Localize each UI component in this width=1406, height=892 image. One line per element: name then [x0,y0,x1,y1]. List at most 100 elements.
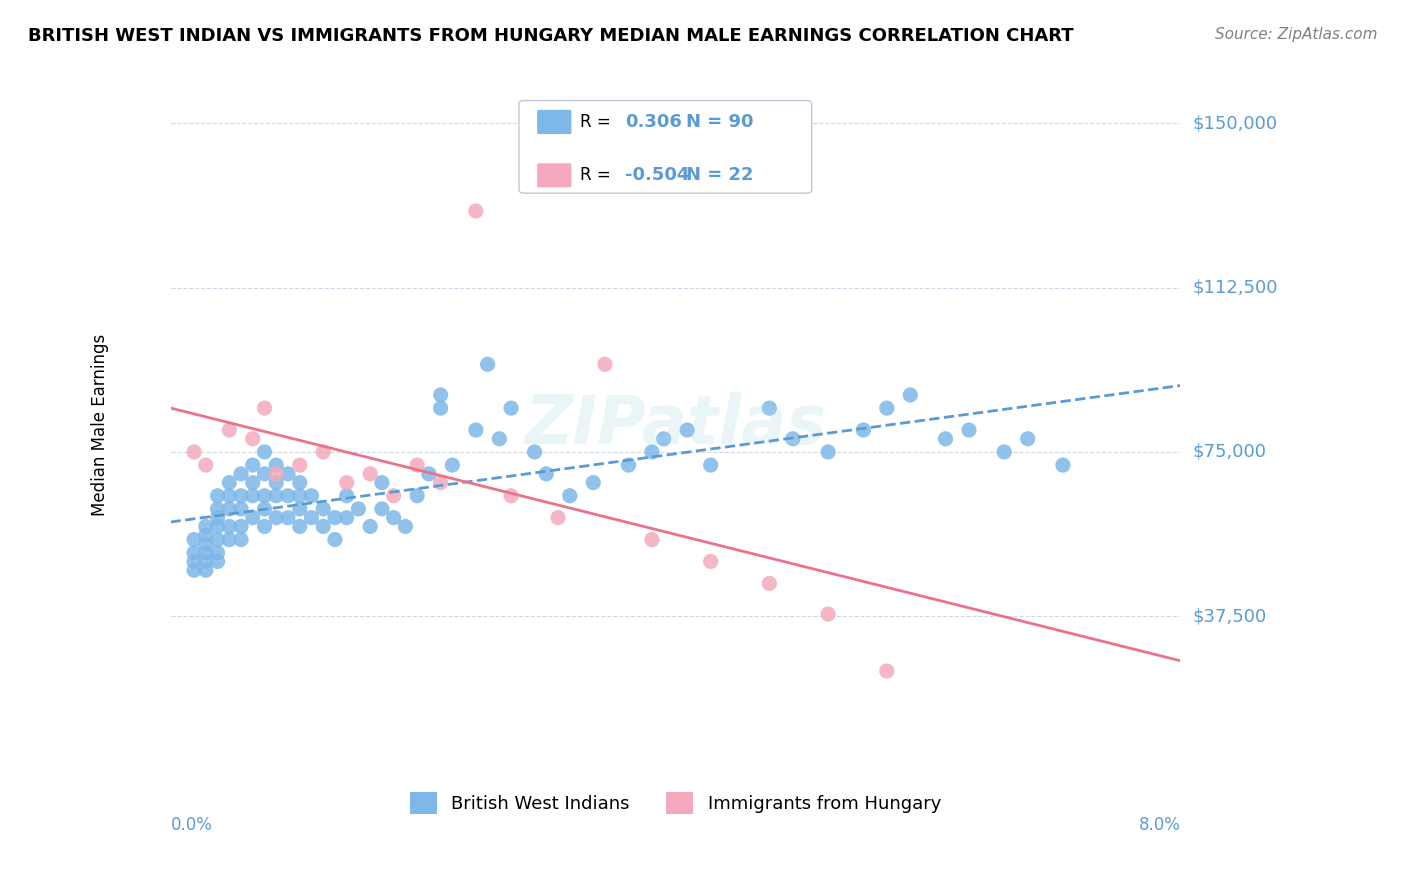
Point [288,502,311,516]
Text: R =: R = [579,113,610,131]
Point [406,458,429,472]
Point [464,203,486,218]
Point [641,533,664,547]
Point [277,510,299,524]
Point [264,467,287,481]
Point [194,563,217,577]
Point [347,502,370,516]
Point [183,533,205,547]
Point [253,401,276,416]
Point [336,489,359,503]
Text: 8.0%: 8.0% [1139,815,1181,834]
Point [371,502,394,516]
Text: $112,500: $112,500 [1192,278,1278,297]
Text: Source: ZipAtlas.com: Source: ZipAtlas.com [1215,27,1378,42]
Point [934,432,956,446]
Point [183,445,205,459]
Text: N = 22: N = 22 [686,166,754,185]
Point [464,423,486,437]
Point [194,537,217,551]
Legend: British West Indians, Immigrants from Hungary: British West Indians, Immigrants from Hu… [402,785,948,822]
Point [582,475,605,490]
Point [207,519,229,533]
Point [817,607,839,621]
Point [242,510,264,524]
Point [277,467,299,481]
Point [547,510,569,524]
Point [242,432,264,446]
Point [242,458,264,472]
Point [758,576,780,591]
Point [253,467,276,481]
Text: N = 90: N = 90 [686,113,754,131]
Point [183,554,205,568]
Point [336,475,359,490]
Point [652,432,675,446]
Point [523,445,546,459]
Point [359,519,381,533]
Point [207,546,229,560]
Point [876,664,898,678]
Text: R =: R = [579,166,610,185]
Point [441,458,464,472]
Point [323,533,346,547]
Point [312,445,335,459]
Point [264,489,287,503]
Point [394,519,416,533]
Text: BRITISH WEST INDIAN VS IMMIGRANTS FROM HUNGARY MEDIAN MALE EARNINGS CORRELATION : BRITISH WEST INDIAN VS IMMIGRANTS FROM H… [28,27,1074,45]
Point [898,388,921,402]
Point [817,445,839,459]
Text: $75,000: $75,000 [1192,443,1265,461]
Point [288,519,311,533]
Point [371,475,394,490]
Text: -0.504: -0.504 [626,166,689,185]
Point [782,432,804,446]
Point [218,533,240,547]
Point [336,510,359,524]
Point [207,554,229,568]
Point [699,554,721,568]
FancyBboxPatch shape [537,110,571,134]
Point [288,458,311,472]
Point [429,401,451,416]
Point [229,467,252,481]
Point [536,467,558,481]
Point [499,489,522,503]
Point [229,502,252,516]
Point [207,510,229,524]
Point [617,458,640,472]
Point [593,357,616,371]
Text: 0.0%: 0.0% [170,815,212,834]
Point [288,489,311,503]
Point [194,554,217,568]
Point [242,475,264,490]
Point [264,458,287,472]
Point [253,445,276,459]
Point [242,489,264,503]
Point [477,357,499,371]
Point [676,423,699,437]
Text: $150,000: $150,000 [1192,114,1277,132]
Point [957,423,980,437]
Point [194,528,217,542]
Text: 0.306: 0.306 [626,113,682,131]
Point [207,533,229,547]
Point [253,489,276,503]
Point [1017,432,1039,446]
Point [1052,458,1074,472]
Point [641,445,664,459]
Point [253,502,276,516]
FancyBboxPatch shape [519,101,811,194]
Point [207,502,229,516]
Point [312,502,335,516]
Point [488,432,510,446]
FancyBboxPatch shape [537,163,571,187]
Point [229,489,252,503]
Point [218,519,240,533]
Point [382,510,405,524]
Point [312,519,335,533]
Point [359,467,381,481]
Point [218,502,240,516]
Point [993,445,1015,459]
Point [382,489,405,503]
